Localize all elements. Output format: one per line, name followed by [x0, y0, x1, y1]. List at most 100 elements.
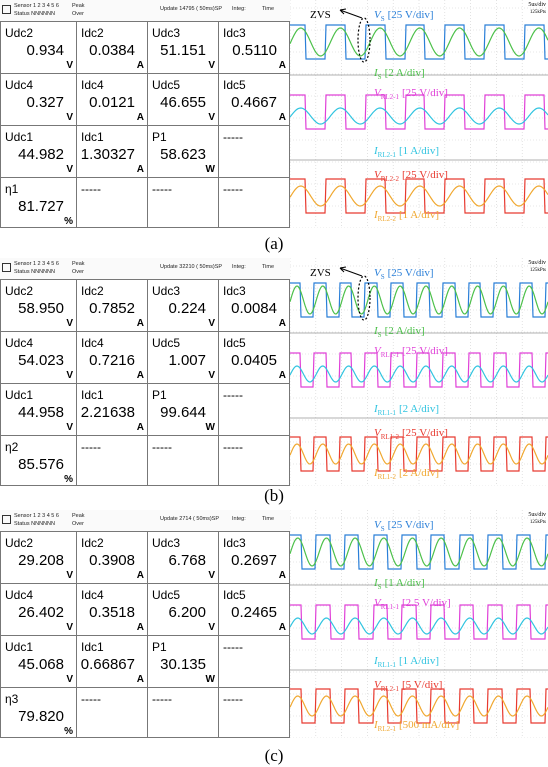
cell-label: ----- — [81, 692, 101, 706]
cell-label: Idc3 — [223, 284, 246, 298]
table-cell: ----- — [219, 688, 290, 738]
trace-subscript: RL1-1 — [378, 409, 397, 417]
analyzer-header: Sensor 1 2 3 4 5 6Status NNNNNNPeakOverU… — [0, 258, 290, 280]
cell-unit: V — [66, 318, 73, 329]
trace-label: IRL1-2[2 A/div] — [373, 467, 439, 481]
trace-subscript: RL1-1 — [381, 351, 400, 359]
table-cell: ----- — [77, 436, 148, 486]
cell-label: ----- — [152, 692, 172, 706]
cell-label: ----- — [223, 640, 243, 654]
cell-unit: A — [137, 622, 144, 633]
cell-label: Udc5 — [152, 78, 180, 92]
header-text: Over — [72, 269, 84, 275]
cell-unit: V — [66, 370, 73, 381]
header-text: Time — [262, 6, 274, 12]
cell-value: 0.5110 — [232, 42, 277, 59]
header-text: Sensor 1 2 3 4 5 6 — [14, 513, 59, 519]
trace-label: IS[1 A/div] — [373, 577, 425, 591]
cell-label: P1 — [152, 388, 167, 402]
table-cell: ----- — [148, 688, 219, 738]
header-text: Peak — [72, 261, 85, 267]
trace-label: IRL2-1[500 mA/div] — [373, 719, 459, 733]
waveform — [290, 618, 548, 634]
table-cell: Idc30.5110A — [219, 22, 290, 74]
trace-scale: [25 V/div] — [402, 427, 448, 439]
table-cell: Idc30.0084A — [219, 280, 290, 332]
trace-label: IS[2 A/div] — [373, 325, 425, 339]
cell-label: Udc5 — [152, 588, 180, 602]
trace-label: VRL1-1[25 V/div] — [374, 345, 448, 359]
table-cell: Idc30.2697A — [219, 532, 290, 584]
cell-unit: W — [206, 164, 215, 175]
cell-value: 6.200 — [168, 604, 206, 621]
cell-unit: % — [64, 474, 73, 485]
panel: Sensor 1 2 3 4 5 6Status NNNNNNPeakOverU… — [0, 258, 548, 486]
figure: Sensor 1 2 3 4 5 6Status NNNNNNPeakOverU… — [0, 0, 548, 767]
cell-unit: V — [66, 164, 73, 175]
cell-value: 44.958 — [18, 404, 64, 421]
trace-scale: [1 A/div] — [399, 145, 439, 157]
cell-value: 0.2465 — [231, 604, 277, 621]
trace-scale: [2.5 V/div] — [402, 597, 451, 609]
cell-unit: A — [137, 112, 144, 123]
cell-label: ----- — [223, 388, 243, 402]
header-text: Sensor 1 2 3 4 5 6 — [14, 261, 59, 267]
trace-scale: [25 V/div] — [402, 87, 448, 99]
trace-scale: [1 A/div] — [399, 655, 439, 667]
cell-unit: A — [137, 60, 144, 71]
cell-label: Udc3 — [152, 284, 180, 298]
table-cell: Udc30.224V — [148, 280, 219, 332]
oscilloscope: 5us/div125kPtsVS[25 V/div]IS[2 A/div]VRL… — [290, 0, 548, 228]
cell-unit: % — [64, 216, 73, 227]
panel-label: (b) — [0, 486, 548, 506]
trace-label: VRL1-1[2.5 V/div] — [374, 597, 451, 611]
cell-value: 0.3908 — [89, 552, 135, 569]
trace-scale: [25 V/div] — [388, 519, 434, 531]
trace-subscript: RL1-1 — [381, 603, 400, 611]
points: 125kPts — [530, 10, 546, 15]
cell-value: 0.327 — [26, 94, 64, 111]
cell-unit: W — [206, 674, 215, 685]
cell-label: ----- — [152, 440, 172, 454]
cell-label: Idc1 — [81, 388, 104, 402]
cell-label: Udc4 — [5, 78, 33, 92]
cell-value: 58.623 — [160, 146, 206, 163]
trace-label: VRL1-2[25 V/div] — [374, 427, 448, 441]
cell-value: 0.2697 — [231, 552, 277, 569]
header-text: Time — [262, 264, 274, 270]
trace-subscript: RL2-2 — [381, 175, 400, 183]
cell-value: 2.21638 — [81, 404, 135, 421]
table-cell: Udc40.327V — [0, 74, 77, 126]
cell-unit: A — [137, 164, 144, 175]
cell-value: 58.950 — [18, 300, 64, 317]
cell-unit: A — [137, 318, 144, 329]
trace-subscript: RL2-1 — [378, 725, 397, 733]
cell-label: Idc5 — [223, 336, 246, 350]
table-cell: P199.644W — [148, 384, 219, 436]
cell-label: P1 — [152, 640, 167, 654]
header-text: Update 32210 ( 50ms)SP — [160, 264, 222, 270]
cell-label: Idc3 — [223, 26, 246, 40]
cell-label: η1 — [5, 182, 18, 196]
cell-label: ----- — [81, 182, 101, 196]
header-text: Integ: — [232, 6, 246, 12]
cell-unit: V — [66, 622, 73, 633]
cell-unit: W — [206, 422, 215, 433]
table-cell: ----- — [219, 636, 290, 688]
cell-label: ----- — [81, 440, 101, 454]
table-cell: Udc145.068V — [0, 636, 77, 688]
zvs-label: ZVS — [310, 9, 331, 21]
cell-label: Udc2 — [5, 536, 33, 550]
cell-unit: A — [279, 370, 286, 381]
cell-label: Udc2 — [5, 284, 33, 298]
trace-scale: [2 A/div] — [399, 403, 439, 415]
cell-label: Idc1 — [81, 130, 104, 144]
